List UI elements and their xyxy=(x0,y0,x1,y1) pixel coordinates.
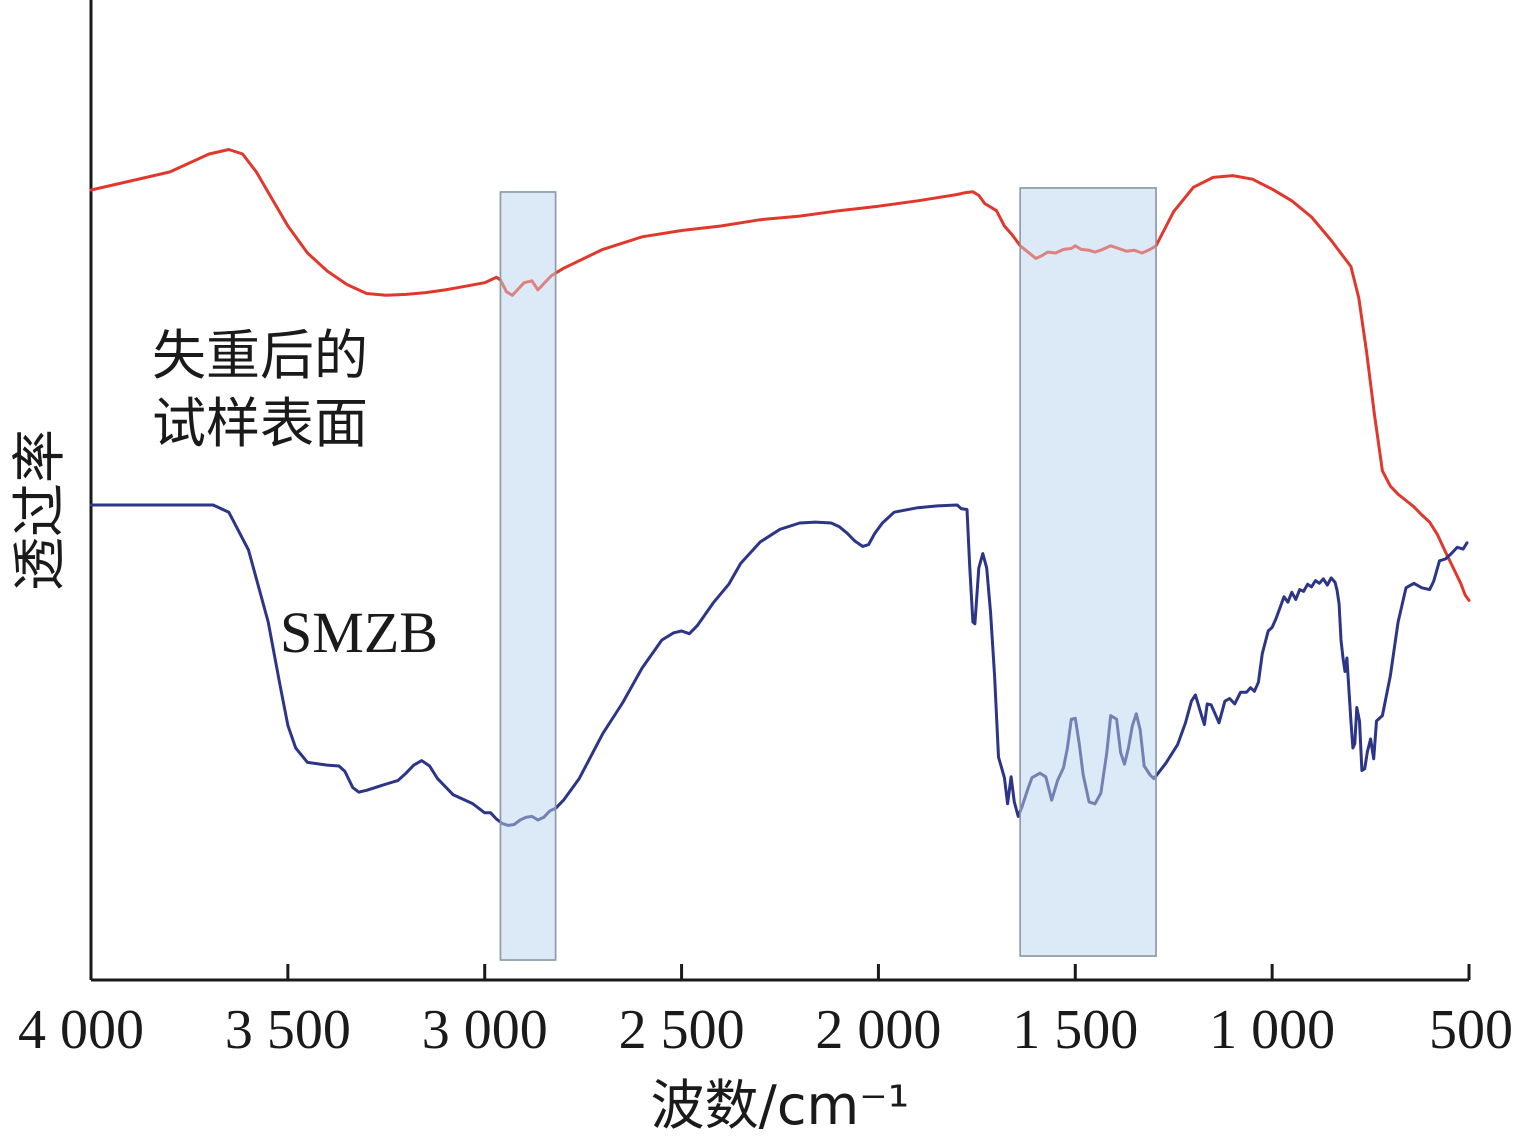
x-tick-label: 3 000 xyxy=(422,999,548,1061)
highlight-band xyxy=(1019,187,1157,957)
highlight-bands xyxy=(499,187,1157,961)
highlight-band-overlay xyxy=(499,191,557,961)
x-tick-label: 1 000 xyxy=(1209,999,1335,1061)
x-tick-label: 1 500 xyxy=(1012,999,1138,1061)
highlight-bands-overlay xyxy=(499,187,1157,961)
series-label-surface-line1: 失重后的 xyxy=(152,324,368,387)
series-lines xyxy=(89,148,1471,827)
x-tick-label: 2 500 xyxy=(619,999,745,1061)
series-label-surface-line2: 试样表面 xyxy=(152,392,368,455)
x-tick-label: 500 xyxy=(1429,999,1513,1061)
x-tick-label: 2 000 xyxy=(815,999,941,1061)
x-ticks: 4 000 3 500 3 000 2 500 2 000 1 500 1 000 500 xyxy=(18,964,1513,1061)
axes xyxy=(89,0,1469,982)
series-label-smzb: SMZB xyxy=(280,600,438,665)
x-axis-title: 波数/cm⁻¹ xyxy=(651,1074,910,1137)
highlight-band-overlay xyxy=(1019,187,1157,957)
x-tick-label: 4 000 xyxy=(18,999,144,1061)
series-line-surface xyxy=(89,148,1471,602)
x-tick-label: 3 500 xyxy=(225,999,351,1061)
highlight-band xyxy=(499,191,557,961)
series-line-smzb xyxy=(89,503,1469,827)
y-axis-title: 透过率 xyxy=(8,429,71,591)
